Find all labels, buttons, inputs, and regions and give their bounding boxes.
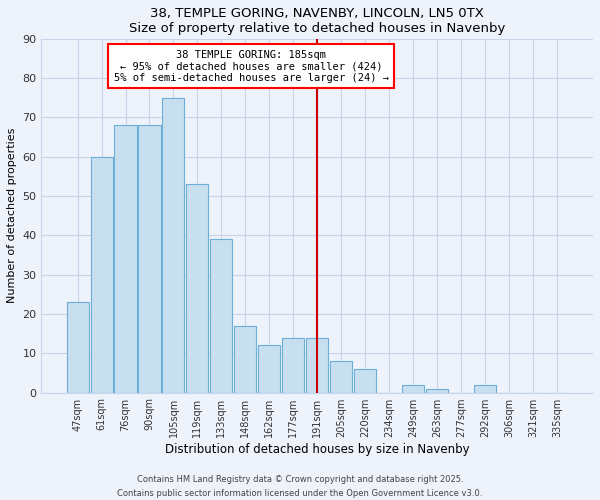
Title: 38, TEMPLE GORING, NAVENBY, LINCOLN, LN5 0TX
Size of property relative to detach: 38, TEMPLE GORING, NAVENBY, LINCOLN, LN5… xyxy=(129,7,505,35)
Bar xyxy=(235,326,256,392)
X-axis label: Distribution of detached houses by size in Navenby: Distribution of detached houses by size … xyxy=(165,442,470,456)
Bar xyxy=(259,346,280,393)
Text: Contains HM Land Registry data © Crown copyright and database right 2025.
Contai: Contains HM Land Registry data © Crown c… xyxy=(118,476,482,498)
Bar xyxy=(67,302,89,392)
Bar xyxy=(402,385,424,392)
Bar xyxy=(282,338,304,392)
Y-axis label: Number of detached properties: Number of detached properties xyxy=(7,128,17,304)
Bar xyxy=(115,126,137,392)
Bar xyxy=(211,240,232,392)
Bar xyxy=(354,369,376,392)
Bar xyxy=(426,388,448,392)
Bar xyxy=(187,184,208,392)
Bar xyxy=(306,338,328,392)
Bar xyxy=(330,361,352,392)
Bar xyxy=(91,157,113,392)
Bar xyxy=(474,385,496,392)
Bar xyxy=(163,98,184,392)
Bar xyxy=(139,126,161,392)
Text: 38 TEMPLE GORING: 185sqm
← 95% of detached houses are smaller (424)
5% of semi-d: 38 TEMPLE GORING: 185sqm ← 95% of detach… xyxy=(113,50,389,82)
